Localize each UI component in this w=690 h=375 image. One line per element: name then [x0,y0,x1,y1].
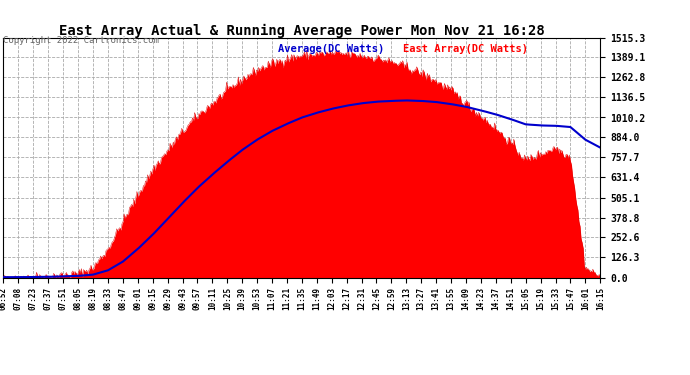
Text: East Array(DC Watts): East Array(DC Watts) [404,44,529,54]
Text: Average(DC Watts): Average(DC Watts) [278,44,384,54]
Text: Copyright 2022 Cartronics.com: Copyright 2022 Cartronics.com [3,36,159,45]
Title: East Array Actual & Running Average Power Mon Nov 21 16:28: East Array Actual & Running Average Powe… [59,23,544,38]
